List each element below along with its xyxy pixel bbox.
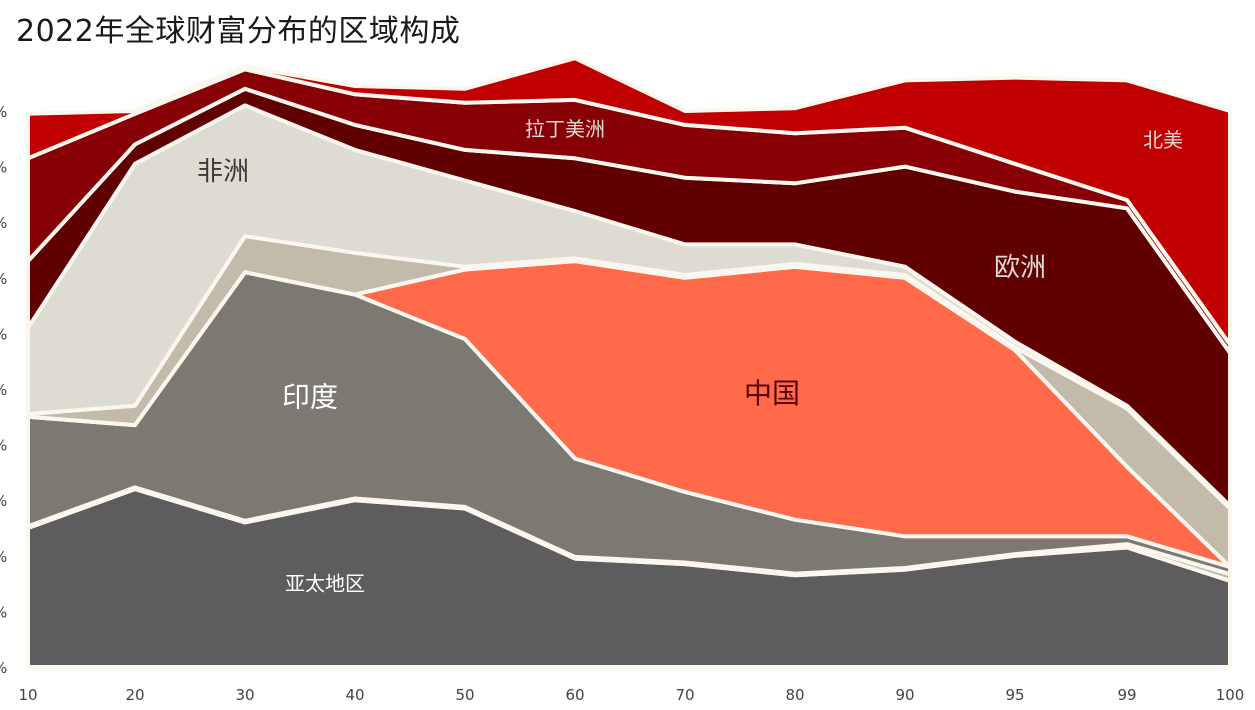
label-拉丁美洲: 拉丁美洲 (525, 117, 605, 141)
x-tick-10: 10 (18, 686, 37, 704)
label-欧洲: 欧洲 (994, 253, 1046, 283)
y-tick-90: % (0, 159, 7, 177)
y-tick-100: % (0, 103, 7, 121)
x-tick-80: 80 (785, 686, 804, 704)
x-tick-50: 50 (455, 686, 474, 704)
y-tick-20: % (0, 548, 7, 566)
area-北美 (26, 56, 1232, 347)
label-中国: 中国 (744, 377, 800, 410)
y-tick-80: % (0, 214, 7, 232)
chart-title: 2022年全球财富分布的区域构成 (16, 14, 461, 49)
y-tick-50: % (0, 381, 7, 399)
y-tick-40: % (0, 437, 7, 455)
areas-layer (26, 56, 1232, 669)
x-axis-ticks: 10 20 30 40 50 60 70 80 90 95 99 100 (18, 686, 1244, 704)
y-tick-0: % (0, 659, 7, 677)
x-tick-99: 99 (1117, 686, 1136, 704)
x-tick-30: 30 (235, 686, 254, 704)
x-tick-90: 90 (895, 686, 914, 704)
x-tick-70: 70 (675, 686, 694, 704)
label-亚太地区: 亚太地区 (285, 572, 365, 596)
label-北美: 北美 (1143, 128, 1183, 152)
x-tick-60: 60 (565, 686, 584, 704)
x-tick-20: 20 (125, 686, 144, 704)
x-tick-40: 40 (345, 686, 364, 704)
y-tick-30: % (0, 492, 7, 510)
y-axis-ticks: %%%%%%%%%%% (0, 103, 7, 677)
y-tick-60: % (0, 325, 7, 343)
y-tick-10: % (0, 603, 7, 621)
label-非洲: 非洲 (197, 157, 249, 187)
x-tick-100: 100 (1216, 686, 1245, 704)
y-tick-70: % (0, 270, 7, 288)
x-tick-95: 95 (1005, 686, 1024, 704)
label-印度: 印度 (282, 380, 338, 413)
